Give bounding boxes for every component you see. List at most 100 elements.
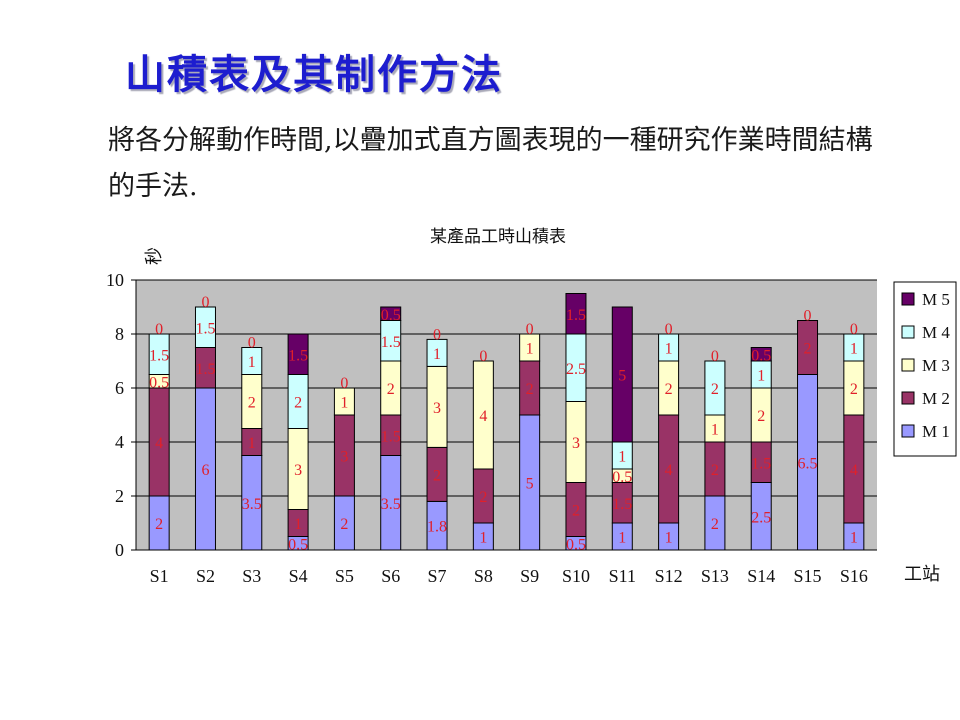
data-label: 2 xyxy=(526,381,534,398)
data-label: 1 xyxy=(850,341,858,358)
data-label: 3 xyxy=(294,462,302,479)
bar-s7-m4 xyxy=(426,338,448,367)
data-label: 3.5 xyxy=(242,496,262,513)
legend-label: M 3 xyxy=(922,356,950,375)
data-label: 1 xyxy=(850,530,858,547)
data-label: 2 xyxy=(804,341,812,358)
bar-s11-m5 xyxy=(611,306,633,443)
data-label: 1.5 xyxy=(149,347,169,364)
data-label: 1 xyxy=(340,395,348,412)
data-label: 5 xyxy=(526,476,534,493)
data-label: 4 xyxy=(850,462,858,479)
data-label: 0 xyxy=(201,294,209,311)
slide-body-text: 將各分解動作時間,以疊加式直方圖表現的一種研究作業時間結構的手法. xyxy=(108,125,873,202)
data-label: 0 xyxy=(340,375,348,392)
x-tick-label: S9 xyxy=(520,566,539,586)
data-label: 1.5 xyxy=(566,307,586,324)
bars xyxy=(148,293,865,551)
data-label: 5 xyxy=(618,368,626,385)
x-tick-label: S6 xyxy=(381,566,400,586)
data-label: 0 xyxy=(155,321,163,338)
data-label: 1.5 xyxy=(381,334,401,351)
data-label: 1 xyxy=(248,435,256,452)
data-label: 1 xyxy=(433,346,441,363)
data-label: 4 xyxy=(479,408,487,425)
x-tick-label: S5 xyxy=(335,566,354,586)
legend-label: M 5 xyxy=(922,290,950,309)
x-tick-label: S10 xyxy=(562,566,590,586)
y-tick-label: 10 xyxy=(106,270,124,290)
slide-title: 山積表及其制作方法 xyxy=(125,51,503,98)
data-label: 1 xyxy=(618,530,626,547)
data-label: 1 xyxy=(711,422,719,439)
bar-s13-m4 xyxy=(704,360,726,416)
data-label: 2 xyxy=(155,516,163,533)
data-label: 0.5 xyxy=(149,374,169,391)
data-label: 0.5 xyxy=(381,307,401,324)
x-tick-label: S15 xyxy=(794,566,822,586)
data-label: 2 xyxy=(711,516,719,533)
bar-s8-m3 xyxy=(472,360,494,470)
data-label: 3 xyxy=(433,400,441,417)
bar-s12-m4 xyxy=(658,333,680,362)
data-label: 2.5 xyxy=(751,509,771,526)
x-axis-title: 工站 xyxy=(904,564,940,585)
bar-s9-m3 xyxy=(519,333,541,362)
data-label: 0 xyxy=(850,321,858,338)
bar-s15-m2 xyxy=(797,320,819,375)
data-label: 3 xyxy=(572,435,580,452)
data-label: 1.5 xyxy=(195,320,215,337)
data-label: 2 xyxy=(572,503,580,520)
data-label: 1 xyxy=(618,449,626,466)
data-labels: 2 4 0.5 1.5 0 6 1.5 1.5 0 3.5 1 2 1 0 0.5 1 3 2 1.5 2 3 1 0 3.5… xyxy=(149,294,858,553)
y-tick-label: 0 xyxy=(115,540,124,560)
data-label: 3 xyxy=(340,449,348,466)
bar-s4-m5 xyxy=(287,333,309,375)
chart-title: 某產品工時山積表 xyxy=(430,227,566,247)
y-tick-label: 2 xyxy=(115,486,124,506)
data-label: 0.5 xyxy=(612,469,632,486)
bar-s5-m3 xyxy=(333,387,355,416)
data-label: 2 xyxy=(757,408,765,425)
data-label: 2 xyxy=(711,381,719,398)
data-label: 1.5 xyxy=(288,347,308,364)
bar-s6-m5 xyxy=(380,306,402,321)
data-label: 6.5 xyxy=(798,455,818,472)
legend-swatch xyxy=(901,292,915,306)
legend-swatch xyxy=(901,358,915,372)
data-label: 0.5 xyxy=(288,536,308,553)
data-label: 1 xyxy=(665,341,673,358)
data-label: 0.5 xyxy=(751,347,771,364)
legend-swatch xyxy=(901,325,915,339)
data-label: 2 xyxy=(850,381,858,398)
data-label: 0 xyxy=(711,348,719,365)
legend-label: M 1 xyxy=(922,422,950,441)
bar-s16-m4 xyxy=(843,333,865,362)
data-label: 0 xyxy=(433,326,441,343)
legend-label: M 4 xyxy=(922,323,950,342)
x-tick-label: S8 xyxy=(474,566,493,586)
data-label: 3.5 xyxy=(381,496,401,513)
x-tick-label: S14 xyxy=(747,566,775,586)
data-label: 0.5 xyxy=(566,536,586,553)
data-label: 6 xyxy=(201,462,209,479)
y-tick-label: 4 xyxy=(115,432,124,452)
data-label: 4 xyxy=(665,462,673,479)
data-label: 2 xyxy=(294,395,302,412)
data-label: 1.5 xyxy=(751,455,771,472)
data-label: 0 xyxy=(479,348,487,365)
data-label: 2 xyxy=(248,395,256,412)
legend-swatch xyxy=(901,391,915,405)
data-label: 0 xyxy=(665,321,673,338)
data-label: 1 xyxy=(526,341,534,358)
data-label: 0 xyxy=(804,308,812,325)
data-label: 1 xyxy=(665,530,673,547)
x-tick-label: S1 xyxy=(150,566,169,586)
data-label: 1.5 xyxy=(195,361,215,378)
bar-s14-m5 xyxy=(750,347,772,362)
x-tick-label: S13 xyxy=(701,566,729,586)
legend-label: M 2 xyxy=(922,389,950,408)
data-label: 2 xyxy=(479,489,487,506)
